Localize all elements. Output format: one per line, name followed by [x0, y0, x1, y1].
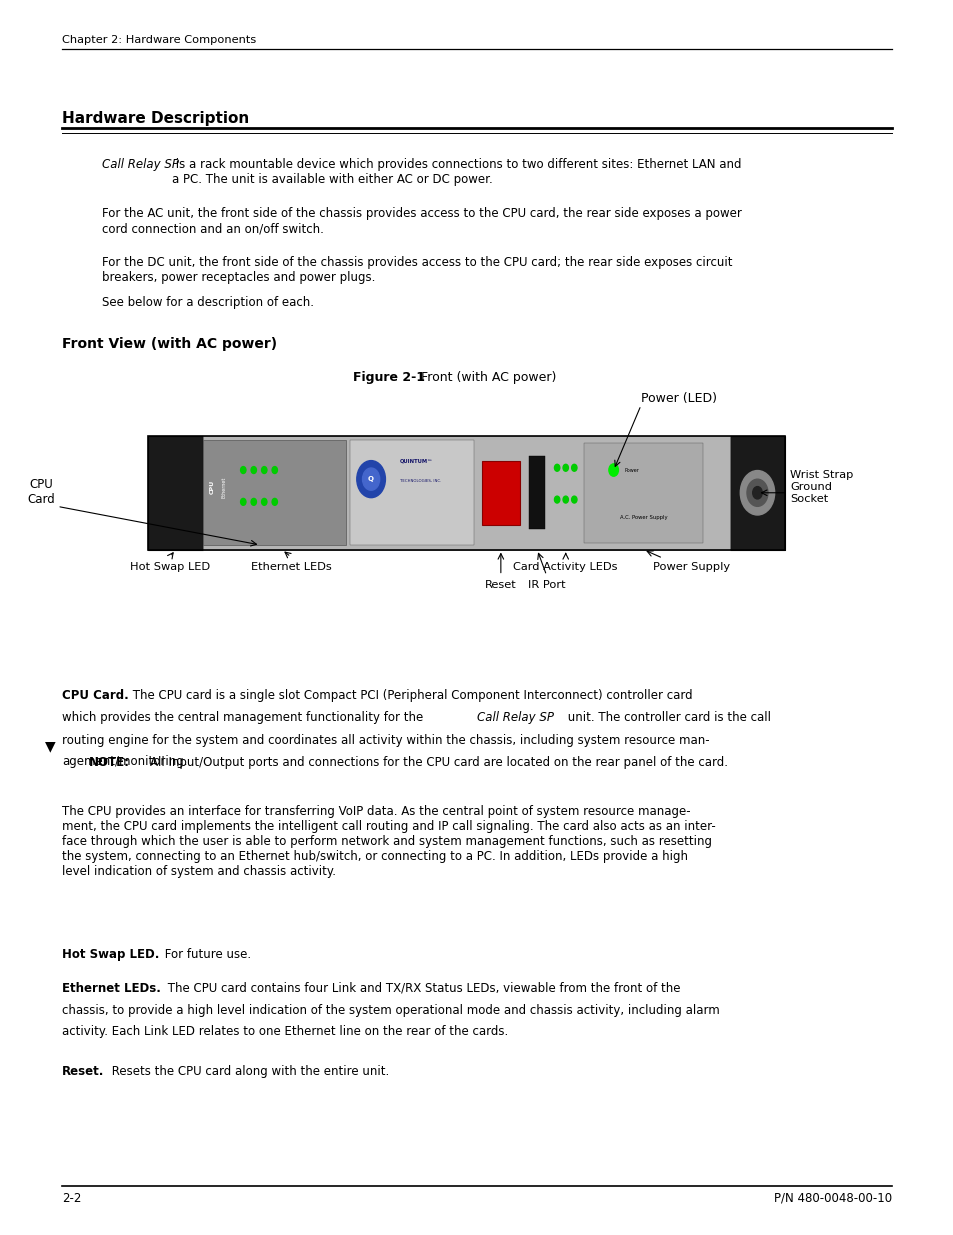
Text: TECHNOLOGIES, INC.: TECHNOLOGIES, INC. — [399, 479, 440, 483]
FancyBboxPatch shape — [148, 436, 203, 550]
Text: A.C. Power Supply: A.C. Power Supply — [619, 515, 666, 520]
FancyBboxPatch shape — [203, 441, 346, 545]
Circle shape — [554, 496, 559, 503]
Text: Power (LED): Power (LED) — [640, 391, 717, 405]
Text: 2-2: 2-2 — [62, 1192, 81, 1205]
Circle shape — [240, 467, 246, 473]
Text: Front View (with AC power): Front View (with AC power) — [62, 337, 276, 351]
Text: Power: Power — [623, 468, 639, 473]
Text: IR Port: IR Port — [527, 580, 565, 590]
Text: Call Relay SP: Call Relay SP — [102, 158, 179, 172]
Text: CPU: CPU — [210, 480, 215, 494]
Circle shape — [251, 499, 256, 505]
FancyBboxPatch shape — [203, 436, 729, 550]
Text: routing engine for the system and coordinates all activity within the chassis, i: routing engine for the system and coordi… — [62, 734, 709, 747]
Circle shape — [554, 464, 559, 472]
FancyBboxPatch shape — [529, 457, 544, 529]
Text: agement/monitoring.: agement/monitoring. — [62, 755, 188, 768]
Text: For the DC unit, the front side of the chassis provides access to the CPU card; : For the DC unit, the front side of the c… — [102, 256, 732, 284]
Circle shape — [562, 496, 568, 503]
FancyBboxPatch shape — [583, 443, 702, 542]
FancyBboxPatch shape — [729, 436, 784, 550]
Text: ▼: ▼ — [45, 739, 55, 753]
Text: is a rack mountable device which provides connections to two different sites: Et: is a rack mountable device which provide… — [172, 158, 740, 186]
Text: Hot Swap LED: Hot Swap LED — [130, 562, 210, 572]
Text: Ethernet LEDs.: Ethernet LEDs. — [62, 982, 161, 995]
Text: unit. The controller card is the call: unit. The controller card is the call — [563, 711, 770, 725]
Text: Reset.: Reset. — [62, 1065, 104, 1078]
Text: activity. Each Link LED relates to one Ethernet line on the rear of the cards.: activity. Each Link LED relates to one E… — [62, 1025, 508, 1039]
Text: CPU Card.: CPU Card. — [62, 689, 129, 703]
Circle shape — [608, 464, 618, 477]
Text: The CPU card is a single slot Compact PCI (Peripheral Component Interconnect) co: The CPU card is a single slot Compact PC… — [129, 689, 692, 703]
Text: Ethernet LEDs: Ethernet LEDs — [251, 562, 331, 572]
Text: Figure 2-1: Figure 2-1 — [353, 370, 424, 384]
Text: Reset: Reset — [484, 580, 517, 590]
Circle shape — [746, 479, 767, 506]
Circle shape — [752, 487, 761, 499]
Text: Hot Swap LED.: Hot Swap LED. — [62, 948, 159, 962]
Circle shape — [362, 468, 379, 490]
Text: Resets the CPU card along with the entire unit.: Resets the CPU card along with the entir… — [108, 1065, 389, 1078]
Text: Card Activity LEDs: Card Activity LEDs — [513, 562, 618, 572]
Text: CPU
Card: CPU Card — [28, 478, 55, 505]
Circle shape — [240, 499, 246, 505]
Circle shape — [740, 471, 774, 515]
Text: The CPU card contains four Link and TX/RX Status LEDs, viewable from the front o: The CPU card contains four Link and TX/R… — [164, 982, 679, 995]
Text: All Input/Output ports and connections for the CPU card are located on the rear : All Input/Output ports and connections f… — [134, 756, 727, 769]
Text: Call Relay SP: Call Relay SP — [476, 711, 554, 725]
Text: chassis, to provide a high level indication of the system operational mode and c: chassis, to provide a high level indicat… — [62, 1004, 719, 1018]
Circle shape — [251, 467, 256, 473]
Text: NOTE:: NOTE: — [89, 756, 130, 769]
Text: Hardware Description: Hardware Description — [62, 111, 249, 126]
Text: The CPU provides an interface for transferring VoIP data. As the central point o: The CPU provides an interface for transf… — [62, 805, 715, 878]
FancyBboxPatch shape — [350, 441, 474, 545]
Text: which provides the central management functionality for the: which provides the central management fu… — [62, 711, 427, 725]
Text: Q: Q — [368, 477, 374, 482]
Circle shape — [562, 464, 568, 472]
Text: Ethernet: Ethernet — [221, 477, 227, 498]
Circle shape — [356, 461, 385, 498]
Text: Wrist Strap
Ground
Socket: Wrist Strap Ground Socket — [789, 471, 852, 504]
Text: For future use.: For future use. — [161, 948, 251, 962]
Circle shape — [261, 467, 267, 473]
Text: P/N 480-0048-00-10: P/N 480-0048-00-10 — [773, 1192, 891, 1205]
Text: For the AC unit, the front side of the chassis provides access to the CPU card, : For the AC unit, the front side of the c… — [102, 207, 741, 236]
Text: Power Supply: Power Supply — [653, 562, 730, 572]
Text: See below for a description of each.: See below for a description of each. — [102, 296, 314, 310]
Text: Chapter 2: Hardware Components: Chapter 2: Hardware Components — [62, 35, 256, 44]
Circle shape — [272, 499, 277, 505]
Text: Front (with AC power): Front (with AC power) — [416, 370, 556, 384]
Circle shape — [571, 496, 577, 503]
FancyBboxPatch shape — [481, 461, 519, 525]
Circle shape — [272, 467, 277, 473]
Circle shape — [571, 464, 577, 472]
Text: QUINTUM™: QUINTUM™ — [399, 458, 433, 463]
Circle shape — [261, 499, 267, 505]
